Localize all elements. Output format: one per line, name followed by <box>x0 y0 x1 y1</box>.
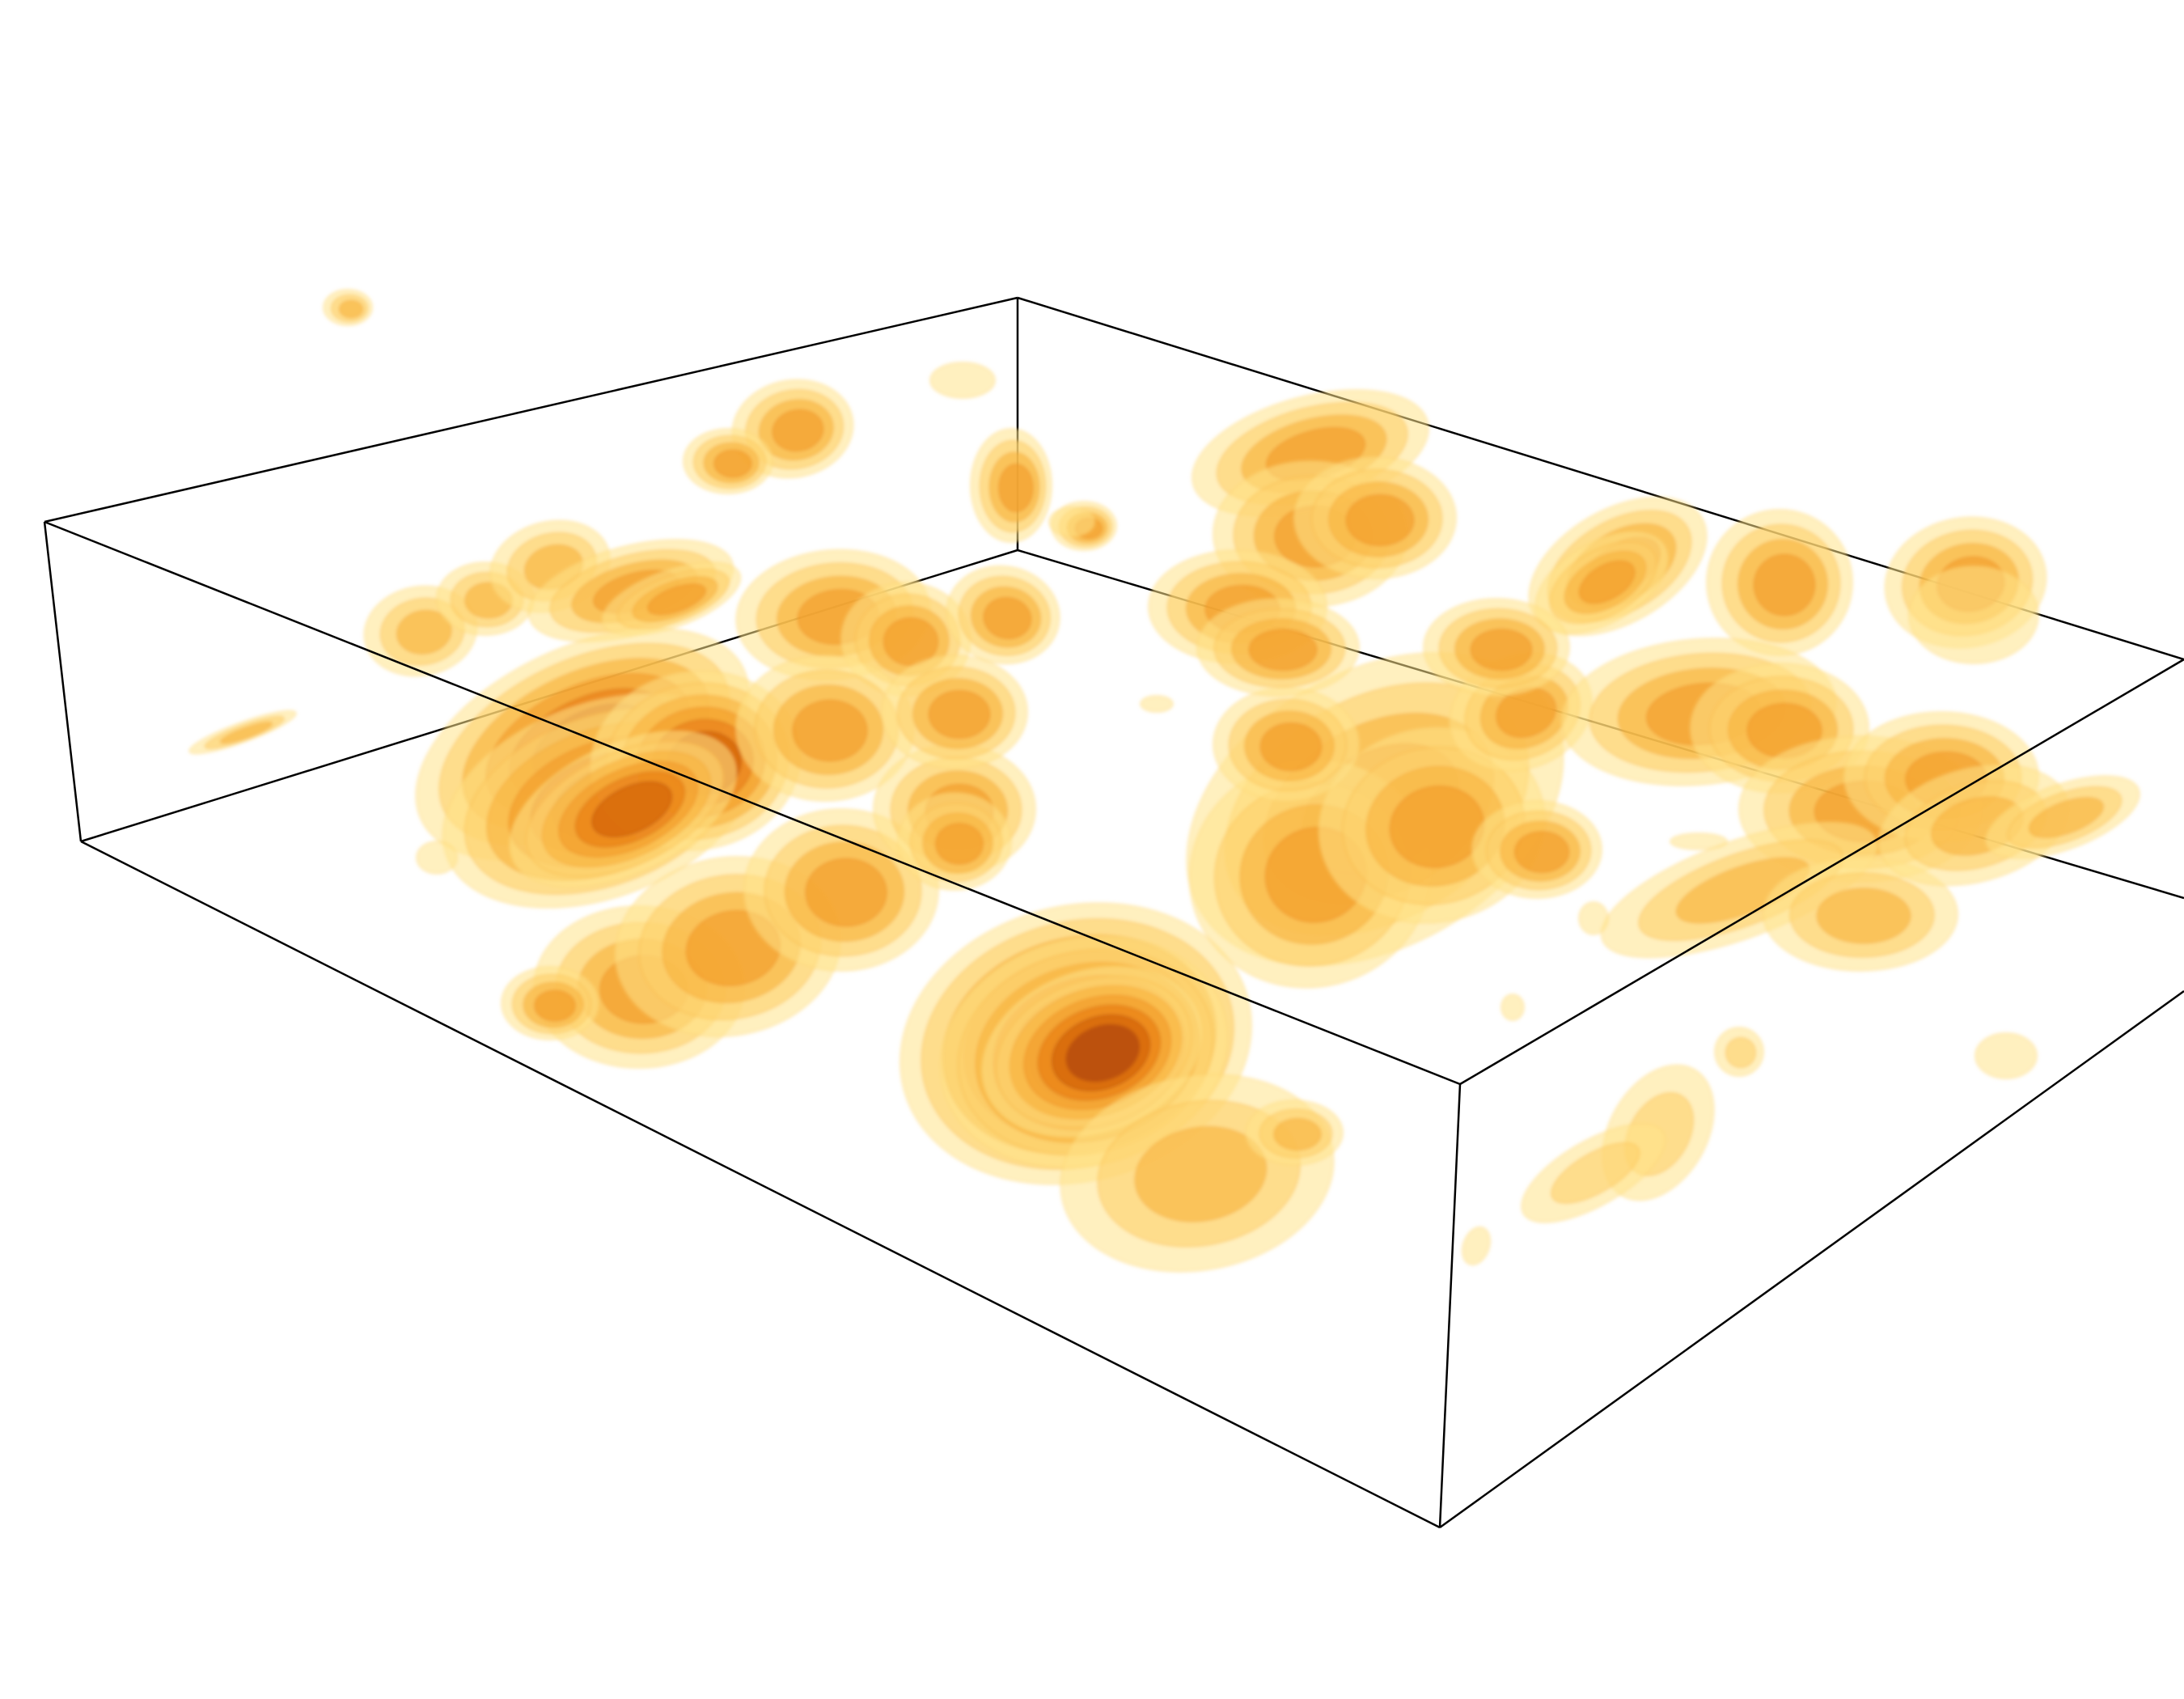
isosurface-layer <box>1259 722 1323 772</box>
center-left-cluster-blob <box>735 655 915 802</box>
isosurface-layer <box>1065 1023 1141 1083</box>
isosurface-layer <box>647 583 707 616</box>
left-main-elongated-blob <box>508 730 738 888</box>
isosurface-layer <box>805 858 887 927</box>
isosurface-layer <box>792 699 868 762</box>
small-isolated-pieces-blob <box>1908 566 2039 664</box>
right-lower-cluster-blob <box>1600 821 1878 959</box>
isosurface-layer <box>2028 797 2105 838</box>
box-edge <box>1459 658 2184 1086</box>
small-isolated-pieces-blob <box>1048 506 1095 537</box>
isosurface-layer <box>1974 1032 2038 1079</box>
center-left-cluster-blob <box>881 655 1028 769</box>
right-edge-piece-blob <box>1521 1123 1666 1223</box>
isosurface-layer <box>772 409 824 452</box>
center-right-cluster-blob <box>1471 800 1602 899</box>
right-top-cluster-blob <box>1706 509 1853 656</box>
isosurface-layer <box>1670 833 1728 850</box>
isosurface-layer <box>1461 1226 1492 1266</box>
small-isolated-pieces-blob <box>1974 1032 2038 1079</box>
small-isolated-pieces-blob <box>1578 901 1609 935</box>
isosurface-layer <box>1500 994 1525 1021</box>
isosurface-layer <box>998 463 1034 513</box>
lower-center-lobe-blob <box>1245 1099 1344 1166</box>
small-isolated-pieces-blob <box>1140 695 1174 713</box>
left-upper-cluster-blob <box>946 565 1060 665</box>
right-top-cluster-blob <box>1423 598 1570 697</box>
right-lower-cluster-blob <box>1763 857 1958 972</box>
isosurface-layer <box>338 299 364 319</box>
isosurface-layer <box>1908 566 2039 664</box>
small-isolated-pieces-blob <box>416 841 458 875</box>
isosurface-layer <box>1389 785 1485 868</box>
isosurface-layer <box>534 989 576 1022</box>
isosurface-layer <box>1816 888 1911 944</box>
small-isolated-pieces-blob <box>1461 1226 1492 1266</box>
box-edge <box>44 520 1461 1086</box>
isosurface-blobs <box>188 289 2140 1273</box>
left-upper-cluster-blob <box>601 561 742 637</box>
isosurface-layer <box>882 616 939 667</box>
isosurface-layer <box>219 721 273 744</box>
isosurface-layer <box>1048 506 1095 537</box>
isosurface-layer <box>1273 1117 1322 1151</box>
top-center-cluster-blob <box>970 428 1052 543</box>
isosurface-layer <box>416 841 458 875</box>
right-top-cluster-blob <box>1534 531 1669 634</box>
isosurface-layer <box>396 609 452 655</box>
isosurface-layer <box>929 362 996 399</box>
far-left-cluster-blob <box>323 289 373 326</box>
isosurface-layer <box>1470 629 1533 671</box>
small-isolated-pieces-blob <box>1500 994 1525 1021</box>
right-edge-piece-blob <box>1714 1027 1764 1077</box>
isosurface-layer <box>713 449 752 478</box>
isosurface-layer <box>1753 553 1816 616</box>
isosurface-layer <box>1578 560 1636 604</box>
top-center-cluster-blob <box>1196 598 1360 697</box>
isosurface-layer <box>1248 629 1318 671</box>
small-isolated-pieces-blob <box>929 362 996 399</box>
isosurface-layer <box>1725 1036 1757 1069</box>
box-edge <box>43 521 83 842</box>
isosurface-layer <box>1140 695 1174 713</box>
right-lower-cluster-blob <box>1985 775 2140 859</box>
bounding-box-front-edges <box>43 520 2184 1529</box>
box-edge <box>80 840 1441 1529</box>
isosurface-layer <box>1513 831 1570 873</box>
isosurface-layer <box>591 781 673 838</box>
far-left-cluster-blob <box>188 710 297 755</box>
top-center-cluster-blob <box>1293 456 1457 579</box>
isosurface-layer <box>983 596 1032 640</box>
isosurface-layer <box>1551 1142 1640 1204</box>
isosurface-layer <box>928 689 991 739</box>
small-isolated-pieces-blob <box>1670 833 1728 850</box>
isosurface-layer <box>934 823 984 865</box>
center-left-cluster-blob <box>743 808 939 972</box>
isosurface-layer <box>1134 1125 1268 1222</box>
isosurface-layer <box>1578 901 1609 935</box>
isosurface-layer <box>1345 494 1415 547</box>
left-upper-cluster-blob <box>683 428 773 494</box>
center-right-cluster-blob <box>1213 687 1360 802</box>
box-edge <box>1438 1083 1462 1528</box>
box-edge <box>44 296 1018 523</box>
center-left-cluster-blob <box>501 966 599 1040</box>
box-edge <box>1439 989 2184 1529</box>
center-left-cluster-blob <box>897 792 1012 891</box>
